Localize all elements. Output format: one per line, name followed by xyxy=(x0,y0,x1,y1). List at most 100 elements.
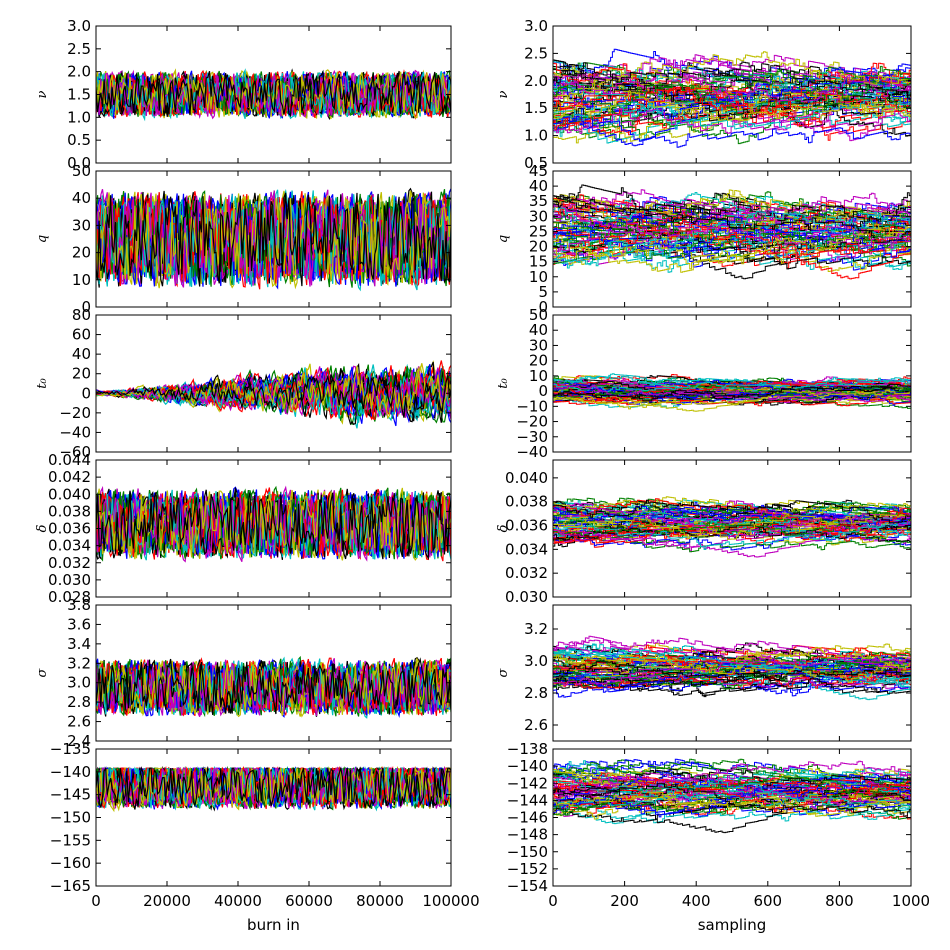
y-tick-label: 15 xyxy=(529,253,548,271)
y-tick-label: 1.5 xyxy=(524,99,548,117)
chain-trace xyxy=(553,514,911,540)
y-tick-label: 0.038 xyxy=(48,502,91,520)
axes-frame xyxy=(552,459,912,598)
y-tick-label: 3.6 xyxy=(67,615,91,633)
y-axis-label: t₀ xyxy=(35,377,50,388)
trace-lines xyxy=(553,48,911,148)
axes-frame xyxy=(95,314,452,453)
y-tick-label: −10 xyxy=(516,397,548,415)
y-tick-label: 0 xyxy=(538,298,548,316)
y-tick-label: 3.8 xyxy=(67,596,91,614)
y-tick-label: 0.042 xyxy=(48,468,91,486)
chain-trace xyxy=(553,646,911,673)
chain-trace xyxy=(553,62,911,129)
chain-trace xyxy=(553,762,911,798)
chain-trace xyxy=(96,194,451,287)
chain-trace xyxy=(553,221,911,256)
y-tick-label: −150 xyxy=(507,843,548,861)
y-tick-label: 0.040 xyxy=(48,485,91,503)
y-tick-label: 0 xyxy=(81,384,91,402)
subplot-3-1: 0.030 0.032 0.034 0.036 0.038 0.040 δ xyxy=(496,459,912,606)
subplot-5-1: −154−152−150−148−146−144−142−140−138 0 200… xyxy=(507,740,930,934)
chain-trace xyxy=(553,389,911,412)
y-tick-label: 2.4 xyxy=(67,732,91,750)
trace-lines xyxy=(553,184,911,280)
chain-trace xyxy=(553,61,911,122)
chain-trace xyxy=(553,223,911,273)
chain-trace xyxy=(553,184,911,223)
x-tick-label: 40000 xyxy=(214,892,262,910)
chain-trace xyxy=(553,533,911,553)
x-axis-label: burn in xyxy=(247,916,300,934)
y-tick-label: −154 xyxy=(507,877,548,895)
chain-trace xyxy=(553,383,911,401)
y-tick-label: 0.040 xyxy=(505,469,548,487)
chain-trace xyxy=(553,672,911,695)
y-axis-label: t₀ xyxy=(496,377,511,388)
y-tick-label: 0.036 xyxy=(48,520,91,538)
subplot-1-0: 0 10 20 30 40 50 q xyxy=(35,162,452,316)
chain-trace xyxy=(553,523,911,543)
chain-trace xyxy=(553,768,911,790)
y-axis-label: σ xyxy=(496,667,511,677)
y-tick-label: 5 xyxy=(538,283,548,301)
y-tick-label: 20 xyxy=(529,352,548,370)
chain-trace xyxy=(96,189,451,288)
y-tick-label: 10 xyxy=(529,268,548,286)
chain-trace xyxy=(96,660,451,718)
y-tick-label: 60 xyxy=(72,326,91,344)
trace-lines xyxy=(553,758,911,834)
chain-trace xyxy=(553,521,911,542)
chain-trace xyxy=(553,498,911,533)
axes-frame xyxy=(552,25,912,164)
x-tick-label: 60000 xyxy=(285,892,333,910)
y-tick-label: −135 xyxy=(50,740,91,758)
y-tick-label: 0.028 xyxy=(48,588,91,606)
chain-trace xyxy=(553,245,911,272)
y-tick-label: 2.5 xyxy=(67,40,91,58)
chain-trace xyxy=(553,203,911,234)
subplot-3-0: 0.0280.0300.0320.0340.0360.0380.0400.042… xyxy=(35,451,452,606)
trace-lines xyxy=(96,68,451,122)
chain-trace xyxy=(553,65,911,129)
y-tick-label: 2.6 xyxy=(524,716,548,734)
chain-trace xyxy=(553,226,911,257)
y-tick-label: 3.0 xyxy=(524,17,548,35)
subplot-5-0: −165 −160 −155 −150 −145 −140 −135 0 20000 40000 6… xyxy=(50,740,480,934)
chain-trace xyxy=(553,760,911,790)
chain-trace xyxy=(553,383,911,402)
chain-trace xyxy=(553,656,911,686)
y-tick-label: 1.0 xyxy=(524,127,548,145)
chain-trace xyxy=(96,766,451,812)
y-tick-label: 3.0 xyxy=(524,652,548,670)
y-tick-label: 30 xyxy=(529,336,548,354)
trace-lines xyxy=(553,496,911,558)
y-tick-label: 20 xyxy=(529,238,548,256)
y-tick-label: −140 xyxy=(507,757,548,775)
chain-trace xyxy=(553,377,911,393)
y-tick-label: 0.034 xyxy=(505,540,548,558)
y-axis-label: q xyxy=(496,235,511,243)
x-tick-label: 1000 xyxy=(892,892,930,910)
chain-trace xyxy=(553,665,911,688)
chain-trace xyxy=(96,487,451,559)
y-tick-label: 3.2 xyxy=(524,620,548,638)
chain-trace xyxy=(553,87,911,114)
y-tick-label: 2.0 xyxy=(524,72,548,90)
y-tick-label: 40 xyxy=(72,345,91,363)
chain-trace xyxy=(553,767,911,808)
chain-trace xyxy=(553,189,911,248)
chain-trace xyxy=(553,115,911,148)
y-tick-label: 20 xyxy=(72,244,91,262)
y-axis-label: δ xyxy=(496,524,511,532)
y-tick-label: 45 xyxy=(529,162,548,180)
chain-trace xyxy=(553,194,911,243)
y-tick-label: 3.2 xyxy=(67,654,91,672)
y-tick-label: 2.0 xyxy=(67,63,91,81)
chain-trace xyxy=(553,197,911,280)
y-tick-label: 0.038 xyxy=(505,493,548,511)
y-tick-label: 40 xyxy=(72,189,91,207)
y-tick-label: 0 xyxy=(538,382,548,400)
y-tick-label: 2.8 xyxy=(524,684,548,702)
